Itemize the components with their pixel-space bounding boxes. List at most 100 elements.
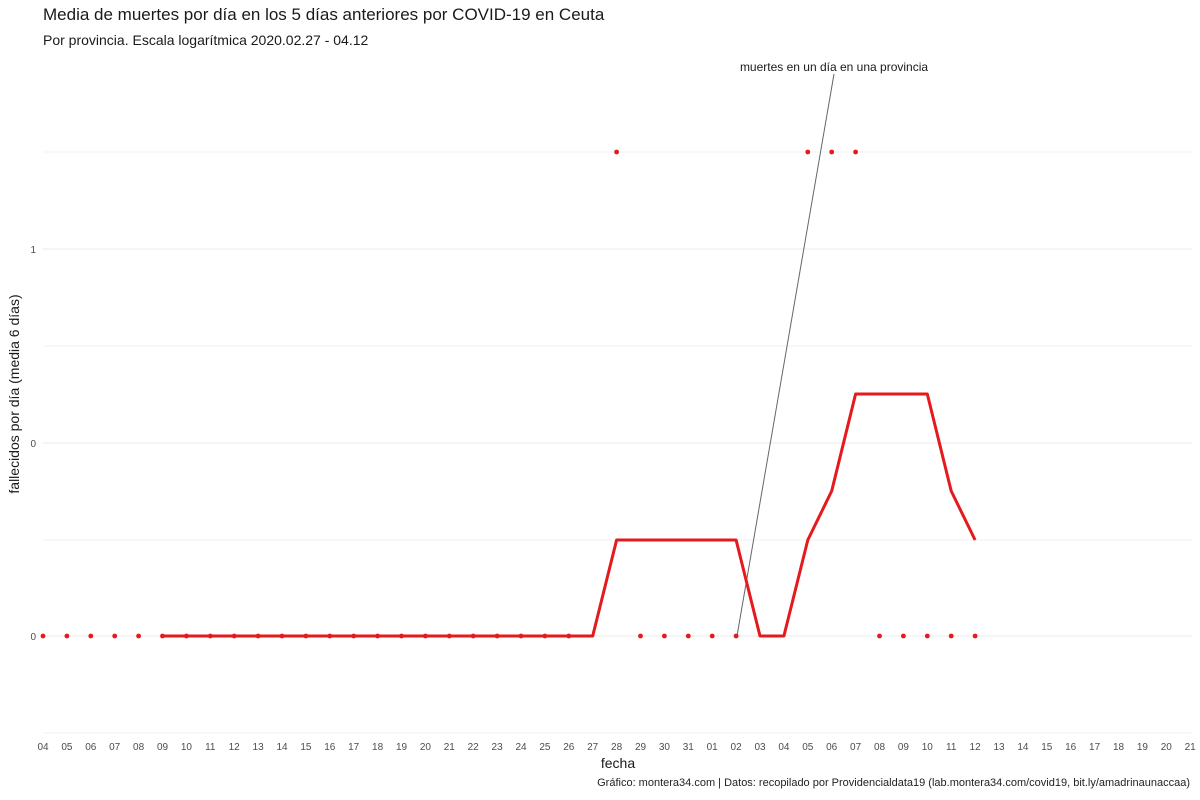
x-tick-label: 09 — [898, 742, 910, 753]
x-tick-label: 12 — [970, 742, 982, 753]
x-tick-label: 07 — [109, 742, 121, 753]
data-point — [901, 633, 906, 639]
annotation-leader-line — [736, 73, 835, 637]
data-point — [351, 633, 357, 639]
x-tick-label: 07 — [850, 742, 862, 753]
x-tick-label: 25 — [539, 742, 551, 753]
data-point — [948, 633, 954, 639]
data-point — [399, 633, 404, 639]
x-tick-label: 18 — [372, 742, 384, 753]
x-tick-label: 08 — [874, 742, 886, 753]
x-tick-label: 11 — [205, 742, 216, 753]
data-point — [88, 633, 94, 639]
x-tick-label: 31 — [683, 742, 695, 753]
x-tick-label: 06 — [85, 742, 97, 753]
data-point — [877, 633, 882, 639]
data-point — [470, 633, 476, 639]
x-tick-label: 20 — [1161, 742, 1173, 753]
x-tick-label: 14 — [1017, 742, 1029, 753]
x-tick-label: 19 — [396, 742, 408, 753]
chart-title: Media de muertes por día en los 5 días a… — [43, 5, 605, 24]
chart-subtitle: Por provincia. Escala logarítmica 2020.0… — [43, 32, 369, 48]
x-tick-label: 04 — [37, 742, 49, 753]
x-tick-label: 15 — [1041, 742, 1053, 753]
x-tick-label: 19 — [1137, 742, 1149, 753]
x-tick-label: 29 — [635, 742, 647, 753]
x-tick-label: 21 — [1185, 742, 1197, 753]
x-tick-label: 14 — [276, 742, 288, 753]
data-point — [231, 633, 237, 639]
x-tick-label: 08 — [133, 742, 145, 753]
data-point — [709, 633, 715, 639]
x-tick-label: 17 — [1089, 742, 1101, 753]
annotation-label: muertes en un día en una provincia — [740, 60, 928, 74]
x-tick-label: 12 — [229, 742, 241, 753]
data-point — [423, 633, 428, 639]
data-point — [279, 633, 285, 639]
x-tick-label: 16 — [324, 742, 336, 753]
x-tick-label: 05 — [802, 742, 814, 753]
data-point — [327, 633, 333, 639]
x-tick-label: 02 — [731, 742, 743, 753]
data-point — [160, 633, 165, 639]
x-tick-label: 30 — [659, 742, 671, 753]
data-point — [853, 149, 858, 155]
x-tick-label: 26 — [563, 742, 575, 753]
data-point — [566, 633, 572, 639]
x-tick-label: 16 — [1065, 742, 1077, 753]
x-axis-ticks: 04 05 06 07 08 09 10 11 12 13 14 15 16 17 18 19 20 21 22 23… — [37, 742, 1196, 753]
grid — [43, 151, 1192, 734]
data-point — [303, 633, 309, 639]
x-tick-label: 23 — [492, 742, 504, 753]
x-tick-label: 28 — [611, 742, 623, 753]
data-point — [446, 633, 452, 639]
series-group — [40, 149, 978, 639]
data-point — [375, 633, 380, 639]
data-point — [685, 633, 691, 639]
x-tick-label: 13 — [253, 742, 265, 753]
x-tick-label: 05 — [61, 742, 73, 753]
data-point — [112, 633, 118, 639]
y-tick-label: 0 — [30, 632, 36, 643]
x-tick-label: 13 — [993, 742, 1005, 753]
annotation-group: muertes en un día en una provincia — [736, 60, 928, 637]
x-tick-label: 10 — [922, 742, 934, 753]
data-point — [733, 633, 739, 639]
x-tick-label: 22 — [468, 742, 480, 753]
x-tick-label: 24 — [515, 742, 527, 753]
x-tick-label: 01 — [707, 742, 719, 753]
x-tick-label: 20 — [420, 742, 432, 753]
data-point — [207, 633, 213, 639]
data-point — [805, 149, 811, 155]
data-point — [184, 633, 189, 639]
x-tick-label: 09 — [157, 742, 169, 753]
x-tick-label: 10 — [181, 742, 193, 753]
y-tick-label: 1 — [30, 245, 36, 256]
x-tick-label: 27 — [587, 742, 599, 753]
data-point — [542, 633, 548, 639]
data-point — [638, 633, 643, 639]
y-axis-title: fallecidos por día (media 6 días) — [6, 294, 22, 493]
data-point — [614, 149, 619, 155]
x-tick-label: 03 — [754, 742, 766, 753]
data-point — [829, 149, 835, 155]
x-tick-label: 21 — [444, 742, 456, 753]
x-tick-label: 15 — [300, 742, 312, 753]
x-tick-label: 17 — [348, 742, 360, 753]
x-tick-label: 11 — [946, 742, 957, 753]
y-tick-label: 0 — [30, 439, 36, 450]
data-point — [64, 633, 70, 639]
chart-caption: Gráfico: montera34.com | Datos: recopila… — [597, 777, 1190, 789]
y-axis-ticks: 0 0 1 — [30, 245, 36, 643]
data-point — [518, 633, 524, 639]
x-tick-label: 18 — [1113, 742, 1125, 753]
data-point — [662, 633, 667, 639]
x-tick-label: 04 — [778, 742, 790, 753]
data-point — [972, 633, 978, 639]
data-point — [136, 633, 142, 639]
series-line — [162, 392, 977, 638]
data-point — [40, 633, 46, 639]
data-point — [255, 633, 261, 639]
data-point — [924, 633, 930, 639]
